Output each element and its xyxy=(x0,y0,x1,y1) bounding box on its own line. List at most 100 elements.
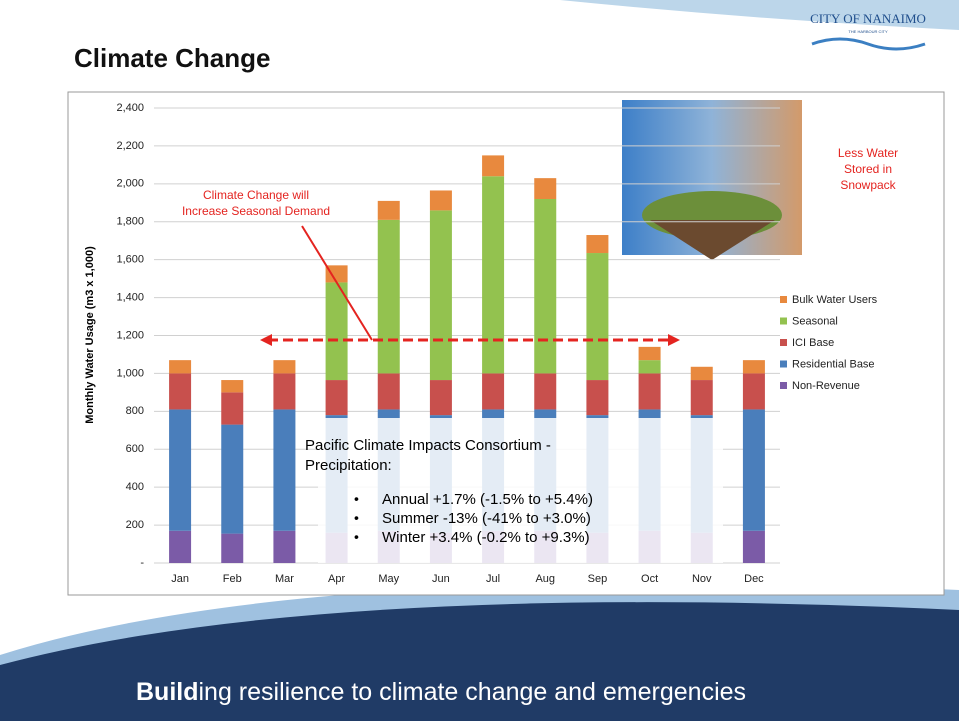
bar-segment xyxy=(586,253,609,381)
note-bullet-dot: • xyxy=(354,510,359,526)
legend-swatch xyxy=(780,382,787,389)
bar-segment xyxy=(273,409,296,531)
bar-segment xyxy=(638,373,661,410)
bar-segment xyxy=(534,199,557,374)
bar-segment xyxy=(377,219,400,374)
x-tick-label: Aug xyxy=(535,573,555,585)
note-bullet: Annual +1.7% (-1.5% to +5.4%) xyxy=(382,491,593,508)
x-tick-label: May xyxy=(378,573,399,585)
x-tick-label: Dec xyxy=(744,573,764,585)
bar-segment xyxy=(534,178,557,199)
bar-segment xyxy=(482,373,505,410)
legend-label: Non-Revenue xyxy=(792,380,860,392)
bar-segment xyxy=(429,210,452,381)
bar-segment xyxy=(169,373,192,410)
bar-segment xyxy=(586,380,609,416)
bar-segment xyxy=(325,265,348,283)
note-bullet: Summer -13% (-41% to +3.0%) xyxy=(382,510,591,527)
legend-label: Bulk Water Users xyxy=(792,294,878,306)
x-tick-label: Apr xyxy=(328,573,345,585)
bar-segment xyxy=(534,373,557,410)
legend-swatch xyxy=(780,317,787,325)
bar-segment xyxy=(325,380,348,416)
bar-segment xyxy=(273,360,296,374)
note-bullet: Winter +3.4% (-0.2% to +9.3%) xyxy=(382,529,590,546)
bar-segment xyxy=(273,530,296,563)
x-tick-label: Jan xyxy=(171,573,189,585)
bar-segment xyxy=(586,235,609,254)
legend-label: Residential Base xyxy=(792,358,875,370)
annotation: Less Water xyxy=(838,146,898,160)
footer-bold: Build xyxy=(136,678,199,706)
note-bullet-dot: • xyxy=(354,491,359,507)
annotation: Stored in xyxy=(844,162,892,176)
slide-title: Climate Change xyxy=(74,43,271,73)
bar-segment xyxy=(742,409,765,531)
footer-text: Building resilience to climate change an… xyxy=(136,678,746,706)
logo-wave xyxy=(811,37,926,51)
x-tick-label: Jun xyxy=(432,573,450,585)
legend-swatch xyxy=(780,296,787,303)
bar-segment xyxy=(742,530,765,563)
x-tick-label: Mar xyxy=(275,573,294,585)
bar-segment xyxy=(429,190,452,211)
bar-segment xyxy=(169,530,192,563)
y-tick-label: 1,800 xyxy=(116,216,144,228)
legend-label: ICI Base xyxy=(792,337,834,349)
legend-swatch xyxy=(780,339,787,346)
bar-segment xyxy=(690,366,713,381)
y-tick-label: 2,000 xyxy=(116,178,144,190)
bar-segment xyxy=(325,282,348,381)
y-tick-label: - xyxy=(140,557,144,569)
y-tick-label: 400 xyxy=(126,481,144,493)
annotation: Increase Seasonal Demand xyxy=(182,204,330,218)
y-tick-label: 600 xyxy=(126,443,144,455)
island-image-rock xyxy=(650,220,775,260)
y-tick-label: 1,400 xyxy=(116,291,144,303)
y-tick-label: 200 xyxy=(126,519,144,531)
bar-segment xyxy=(638,360,661,374)
y-axis-title: Monthly Water Usage (m3 x 1,000) xyxy=(84,246,96,424)
y-tick-label: 1,200 xyxy=(116,329,144,341)
bar-segment xyxy=(221,424,244,534)
bar-segment xyxy=(482,155,505,177)
bar-segment xyxy=(169,360,192,374)
note-bullet-dot: • xyxy=(354,529,359,545)
bar-segment xyxy=(169,409,192,531)
x-tick-label: Oct xyxy=(641,573,658,585)
x-tick-label: Nov xyxy=(692,573,712,585)
bar-segment xyxy=(742,360,765,374)
bar-segment xyxy=(221,533,244,563)
x-tick-label: Jul xyxy=(486,573,500,585)
bar-segment xyxy=(377,373,400,410)
footer-rest: ing resilience to climate change and eme… xyxy=(199,678,747,706)
x-tick-label: Sep xyxy=(588,573,608,585)
logo-tagline: THE HARBOUR CITY xyxy=(848,29,888,34)
note-title: Pacific Climate Impacts Consortium - xyxy=(305,437,551,454)
legend-swatch xyxy=(780,360,787,368)
bar-segment xyxy=(377,200,400,220)
y-tick-label: 1,000 xyxy=(116,367,144,379)
bar-segment xyxy=(638,346,661,361)
y-tick-label: 2,200 xyxy=(116,140,144,152)
bar-segment xyxy=(273,373,296,410)
x-tick-label: Feb xyxy=(223,573,242,585)
bar-segment xyxy=(742,373,765,410)
top-swoosh xyxy=(560,0,959,30)
bar-segment xyxy=(690,380,713,416)
bar-segment xyxy=(221,392,244,425)
y-tick-label: 2,400 xyxy=(116,102,144,114)
annotation-pointer xyxy=(301,225,373,341)
footer-band xyxy=(0,602,959,721)
annotation: Snowpack xyxy=(840,178,896,192)
bar-segment xyxy=(482,176,505,374)
y-tick-label: 1,600 xyxy=(116,254,144,266)
y-tick-label: 800 xyxy=(126,405,144,417)
bar-segment xyxy=(221,380,244,393)
note-title: Precipitation: xyxy=(305,457,392,474)
bar-segment xyxy=(429,380,452,416)
annotation: Climate Change will xyxy=(203,188,309,202)
legend-label: Seasonal xyxy=(792,315,838,327)
note-box xyxy=(318,418,723,563)
